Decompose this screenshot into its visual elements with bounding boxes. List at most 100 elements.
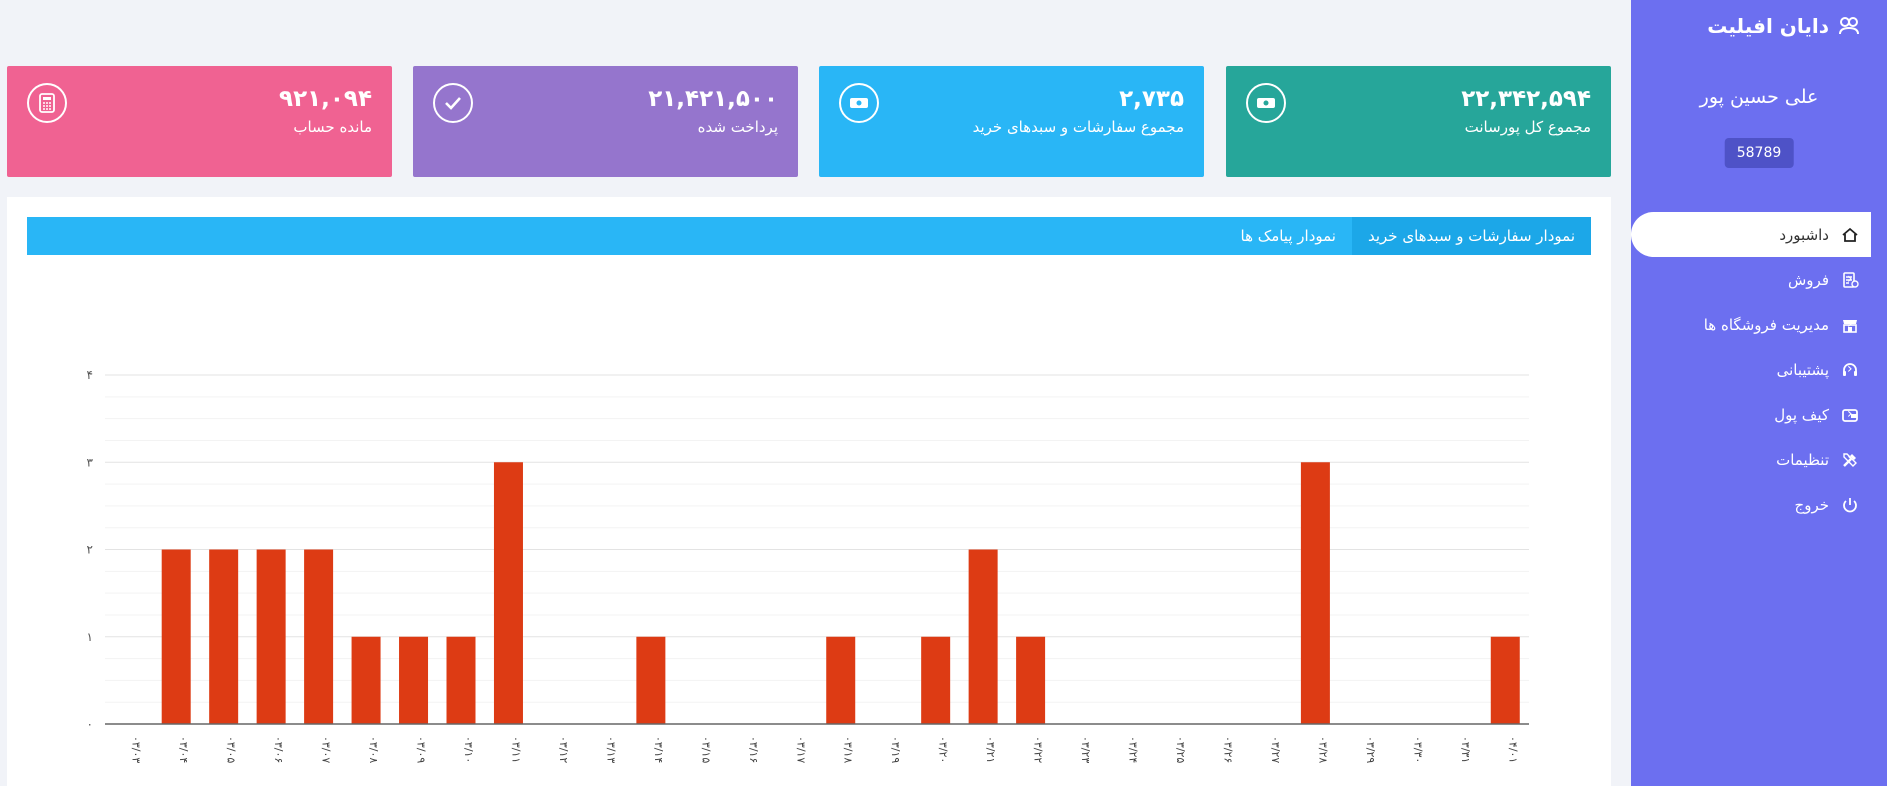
stat-cards: ۲۲,۳۴۲,۵۹۴ مجموع کل پورسانت ۲,۷۳۵ مجموع … <box>7 66 1611 177</box>
headset-icon <box>1841 361 1859 379</box>
chart-panel: نمودار سفارشات و سبدهای خرید نمودار پیام… <box>7 197 1611 786</box>
bar[interactable] <box>446 636 476 724</box>
x-tick-label: ۰۳/۰۶ <box>272 736 285 763</box>
x-tick-label: ۰۳/۲۶ <box>1221 736 1234 763</box>
x-tick-label: ۰۳/۰۳ <box>130 736 143 763</box>
stat-card-balance: ۹۲۱,۰۹۴ مانده حساب <box>7 66 392 177</box>
sidebar-item-label: خروج <box>1794 495 1829 514</box>
bar[interactable] <box>161 549 191 725</box>
x-tick-label: ۰۳/۲۵ <box>1174 736 1187 763</box>
sidebar: دایان افیلیت علی حسین پور 58789 داشبورد … <box>1631 0 1887 786</box>
y-tick-label: ۱ <box>87 630 93 644</box>
sidebar-item-settings[interactable]: تنظیمات ‹ <box>1631 437 1887 482</box>
x-tick-label: ۰۳/۱۷ <box>794 736 807 763</box>
x-tick-label: ۰۳/۰۴ <box>177 736 190 763</box>
sidebar-item-logout[interactable]: خروج <box>1631 482 1887 527</box>
bar[interactable] <box>1300 462 1330 724</box>
x-tick-label: ۰۳/۰۵ <box>225 736 238 763</box>
tab-orders-chart[interactable]: نمودار سفارشات و سبدهای خرید <box>1351 217 1591 255</box>
bar[interactable] <box>826 636 856 724</box>
sidebar-item-support[interactable]: پشتیبانی ‹ <box>1631 347 1887 392</box>
store-icon <box>1841 316 1859 334</box>
chevron-left-icon: ‹ <box>1847 361 1853 377</box>
stat-label: مجموع سفارشات و سبدهای خرید <box>972 118 1184 136</box>
home-icon <box>1841 226 1859 244</box>
x-tick-label: ۰۳/۱۴ <box>652 736 665 763</box>
sidebar-item-label: مدیریت فروشگاه ها <box>1703 315 1829 334</box>
stat-card-paid: ۲۱,۴۲۱,۵۰۰ پرداخت شده <box>413 66 798 177</box>
money-icon <box>1246 83 1286 123</box>
chevron-left-icon: ‹ <box>1847 316 1853 332</box>
bar[interactable] <box>256 549 286 725</box>
user-code-badge: 58789 <box>1724 138 1794 168</box>
x-tick-label: ۰۳/۳۱ <box>1459 736 1472 763</box>
tools-icon <box>1841 451 1859 469</box>
sidebar-header: دایان افیلیت علی حسین پور 58789 <box>1631 0 1887 212</box>
x-tick-label: ۰۳/۲۲ <box>1032 736 1045 763</box>
stat-value: ۲۱,۴۲۱,۵۰۰ <box>648 86 778 112</box>
wallet-icon <box>1841 406 1859 424</box>
bar[interactable] <box>304 549 334 725</box>
power-icon <box>1841 496 1859 514</box>
chevron-left-icon: ‹ <box>1847 451 1853 467</box>
stat-label: مجموع کل پورسانت <box>1464 118 1591 136</box>
bar[interactable] <box>351 636 381 724</box>
x-tick-label: ۰۴/۰۱ <box>1506 736 1519 763</box>
tab-sms-chart[interactable]: نمودار پیامک ها <box>1240 227 1336 245</box>
y-tick-label: ۳ <box>87 455 94 469</box>
orders-bar-chart: ۰ ۱ ۲ ۳ ۴ ۰۳/۰۳ ۰۳/۰۴ ۰۳/۰۵ ۰۳/۰۶ ۰۳/۰۷ ۰۳/۰۸ ۰۳/۰۹… <box>87 368 1529 763</box>
x-tick-label: ۰۳/۱۰ <box>462 736 475 763</box>
logo[interactable]: دایان افیلیت <box>1707 14 1861 38</box>
x-tick-label: ۰۳/۱۳ <box>604 736 617 763</box>
sidebar-item-sales[interactable]: فروش ‹ <box>1631 257 1887 302</box>
bar[interactable] <box>209 549 239 725</box>
x-tick-label: ۰۳/۳۰ <box>1411 736 1424 763</box>
sidebar-item-wallet[interactable]: کیف پول ‹ <box>1631 392 1887 437</box>
bar[interactable] <box>493 462 523 724</box>
x-tick-label: ۰۳/۱۱ <box>509 736 522 763</box>
bar[interactable] <box>1490 636 1520 724</box>
chart-tabs: نمودار سفارشات و سبدهای خرید نمودار پیام… <box>27 217 1591 255</box>
x-tick-label: ۰۳/۲۴ <box>1127 736 1140 763</box>
x-tick-label: ۰۳/۱۸ <box>842 736 855 763</box>
bar[interactable] <box>1016 636 1046 724</box>
stat-label: پرداخت شده <box>697 118 778 136</box>
x-tick-label: ۰۳/۱۶ <box>747 736 760 763</box>
x-tick-label: ۰۳/۱۲ <box>557 736 570 763</box>
x-tick-label: ۰۳/۱۵ <box>699 736 712 763</box>
stat-value: ۹۲۱,۰۹۴ <box>279 86 372 112</box>
sidebar-item-label: کیف پول <box>1774 405 1829 424</box>
x-tick-label: ۰۳/۲۱ <box>984 736 997 763</box>
x-tick-label: ۰۳/۰۷ <box>320 736 333 763</box>
sidebar-item-dashboard[interactable]: داشبورد <box>1631 212 1871 257</box>
bar[interactable] <box>636 636 666 724</box>
stat-value: ۲۲,۳۴۲,۵۹۴ <box>1461 86 1591 112</box>
bar[interactable] <box>968 549 998 725</box>
receipt-icon <box>1841 271 1859 289</box>
sidebar-item-label: پشتیبانی <box>1776 360 1829 379</box>
stat-label: مانده حساب <box>293 118 372 136</box>
y-tick-label: ۴ <box>87 368 93 382</box>
calculator-icon <box>27 83 67 123</box>
check-icon <box>433 83 473 123</box>
bar[interactable] <box>921 636 951 724</box>
stat-card-total-commission: ۲۲,۳۴۲,۵۹۴ مجموع کل پورسانت <box>1226 66 1611 177</box>
x-tick-label: ۰۳/۲۸ <box>1316 736 1329 763</box>
logo-icon <box>1839 17 1859 35</box>
sidebar-item-label: فروش <box>1787 270 1829 289</box>
bar[interactable] <box>399 636 429 724</box>
x-tick-label: ۰۳/۰۸ <box>367 736 380 763</box>
x-tick-label: ۰۳/۰۹ <box>415 736 428 763</box>
chevron-left-icon: ‹ <box>1847 271 1853 287</box>
user-name: علی حسین پور <box>1699 86 1819 108</box>
x-tick-label: ۰۳/۲۳ <box>1079 736 1092 763</box>
x-tick-label: ۰۳/۲۹ <box>1364 736 1377 763</box>
chevron-left-icon: ‹ <box>1847 406 1853 422</box>
sidebar-item-label: تنظیمات <box>1776 450 1829 469</box>
stat-card-total-orders: ۲,۷۳۵ مجموع سفارشات و سبدهای خرید <box>819 66 1204 177</box>
sidebar-item-stores[interactable]: مدیریت فروشگاه ها ‹ <box>1631 302 1887 347</box>
x-tick-label: ۰۳/۱۹ <box>889 736 902 763</box>
y-tick-label: ۲ <box>87 543 93 557</box>
x-tick-label: ۰۳/۲۰ <box>937 736 950 763</box>
sidebar-item-label: داشبورد <box>1779 225 1829 244</box>
